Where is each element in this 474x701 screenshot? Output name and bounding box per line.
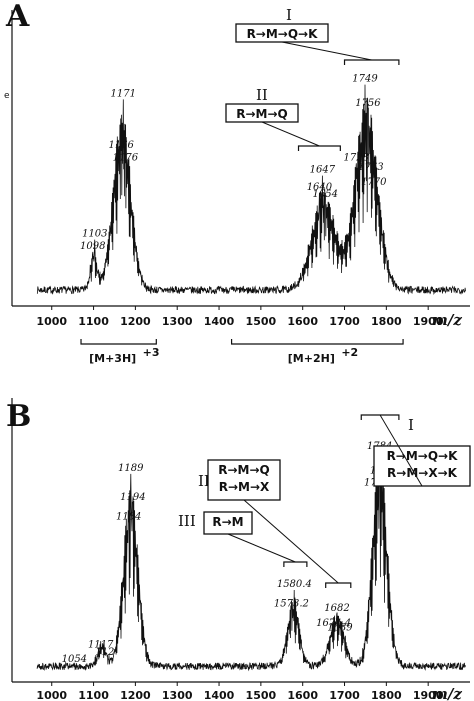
peak-label: 1189 xyxy=(118,463,144,474)
peak-label: 1166 xyxy=(108,140,134,151)
pathway-numeral: II xyxy=(198,472,210,490)
pathway-sequence: R→M xyxy=(212,515,243,529)
peak-label: 1770 xyxy=(361,177,387,188)
x-tick-label: 1100 xyxy=(78,315,109,328)
pathway-bracket xyxy=(343,59,400,65)
pathway-sequence: R→M→Q xyxy=(236,107,288,121)
peak-label: 1171 xyxy=(111,88,136,99)
peak-label: 1098 xyxy=(80,241,105,252)
pathway-numeral: III xyxy=(178,512,196,530)
peak-label: 1728 xyxy=(344,152,369,163)
charge-range-bracket xyxy=(230,339,404,345)
peak-label: 1647 xyxy=(310,165,336,176)
pathway-numeral: I xyxy=(286,6,292,24)
peak-label: 1682 xyxy=(324,603,349,614)
peak-label: 112 xyxy=(95,647,114,658)
peak-label: 1194 xyxy=(120,492,145,503)
peak-label: 1640 xyxy=(307,182,333,193)
x-tick-label: 1200 xyxy=(120,689,151,701)
panel-b-spectrum-line xyxy=(36,452,466,672)
panel-a: A e 1000 1100 1200 1300 1400 1500 1600 1700 1800… xyxy=(4,0,470,365)
x-tick-label: 1600 xyxy=(287,315,318,328)
x-tick-label: 1700 xyxy=(329,315,360,328)
pathway-connector xyxy=(379,414,423,487)
peak-label: 1654 xyxy=(313,189,338,200)
charge-range-bracket xyxy=(80,339,157,345)
x-tick-label: 1900 xyxy=(413,315,444,328)
x-tick-label: 1100 xyxy=(78,689,109,701)
peak-label: 1176 xyxy=(113,152,139,163)
panel-a-charge-ranges: [M+3H] +3 [M+2H] +2 xyxy=(80,339,404,365)
charge-state: +3 xyxy=(143,346,160,359)
panel-b-x-ticks: 1000 1100 1200 1300 1400 1500 1600 1700 1800 1900 xyxy=(36,682,444,701)
pathway-sequence: R→M→Q→K xyxy=(247,27,319,41)
x-tick-label: 1300 xyxy=(162,315,193,328)
pathway-sequence: R→M→X→K xyxy=(387,466,458,480)
panel-a-spectrum-line xyxy=(36,84,466,296)
panel-a-x-ticks: 1000 1100 1200 1300 1400 1500 1600 1700 1800 1900 xyxy=(36,306,444,328)
panel-b-xlabel: m/z xyxy=(432,685,462,701)
x-tick-label: 1300 xyxy=(162,689,193,701)
peak-label: 1749 xyxy=(352,74,378,85)
peak-label: 1674.4 xyxy=(316,618,351,629)
charge-state: +2 xyxy=(341,346,358,359)
peak-label: 1573.2 xyxy=(274,598,309,609)
pathway-sequence: R→M→Q→K xyxy=(387,449,459,463)
x-tick-label: 1000 xyxy=(36,315,67,328)
pathway-bracket xyxy=(297,145,341,151)
panel-a-label: A xyxy=(5,0,30,34)
x-tick-label: 1000 xyxy=(36,689,67,701)
peak-label: 1763 xyxy=(358,162,383,173)
x-tick-label: 1400 xyxy=(204,315,235,328)
pathway-bracket xyxy=(283,561,308,567)
pathway-sequence: R→M→X xyxy=(219,480,270,494)
panel-b: B 1000 1100 1200 1300 1400 1500 1600 1700 1800 19… xyxy=(6,398,471,701)
pathway-numeral: I xyxy=(408,416,414,434)
x-tick-label: 1800 xyxy=(371,315,402,328)
charge-range-label: [M+3H] xyxy=(89,352,136,365)
x-tick-label: 1400 xyxy=(204,689,235,701)
charge-range-label: [M+2H] xyxy=(288,352,335,365)
x-tick-label: 1600 xyxy=(287,689,318,701)
panel-b-annotations: I R→M→Q→K R→M→X→K II R→M→Q R→M→X III R→M xyxy=(178,414,471,588)
peak-label: 1117 xyxy=(88,640,114,651)
pathway-connector xyxy=(261,121,320,147)
pathway-sequence: R→M→Q xyxy=(218,463,270,477)
x-tick-label: 1500 xyxy=(246,689,277,701)
x-tick-label: 1700 xyxy=(329,689,360,701)
peak-label: 1054 xyxy=(62,654,87,665)
pathway-numeral: II xyxy=(256,86,268,104)
x-tick-label: 1800 xyxy=(371,689,402,701)
peak-label: 1103 xyxy=(82,229,107,240)
panel-a-xlabel: m/z xyxy=(432,311,462,329)
x-tick-label: 1200 xyxy=(120,315,151,328)
panel-a-annotations: I R→M→Q→K II R→M→Q xyxy=(225,6,400,151)
peak-label: 1580.4 xyxy=(277,579,312,590)
peak-label: 1184 xyxy=(116,511,141,522)
panel-b-label: B xyxy=(6,399,31,434)
pathway-connector xyxy=(281,41,372,61)
pathway-bracket xyxy=(360,414,400,420)
x-tick-label: 1500 xyxy=(246,315,277,328)
peak-label: 1689 xyxy=(327,623,353,634)
pathway-connector xyxy=(227,533,296,563)
pathway-bracket xyxy=(325,582,352,588)
panel-a-ylabel-stub: e xyxy=(4,91,10,101)
x-tick-label: 1900 xyxy=(413,689,444,701)
pathway-box xyxy=(373,445,471,487)
peak-label: 1756 xyxy=(355,98,381,109)
pathway-connector xyxy=(243,499,339,584)
